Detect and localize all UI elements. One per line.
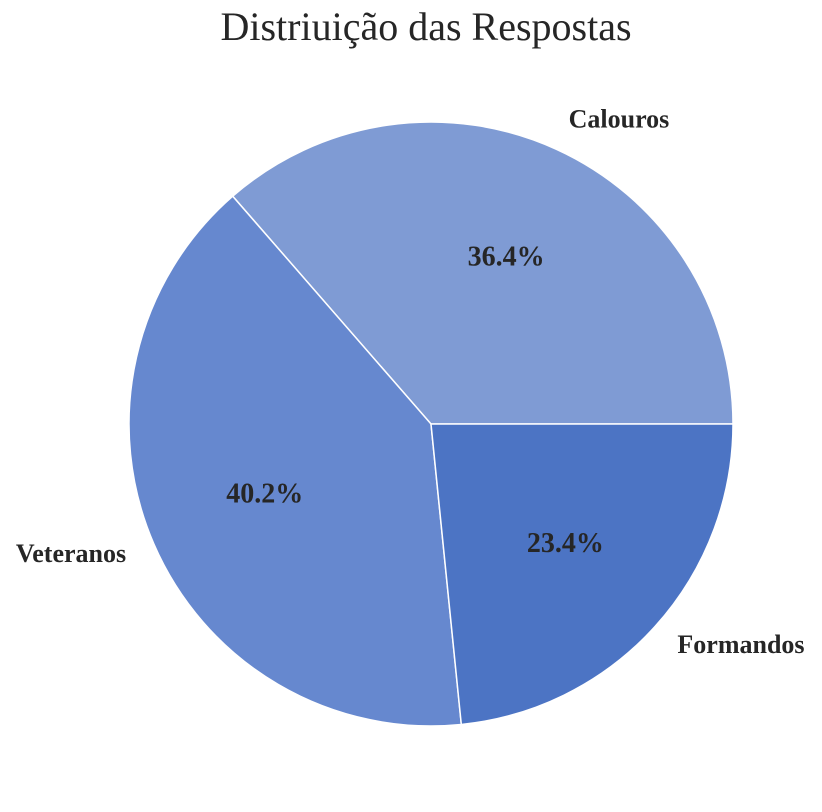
slice-percent-formandos: 23.4% bbox=[527, 528, 604, 559]
slice-percent-veteranos: 40.2% bbox=[226, 478, 303, 509]
chart-title: Distriuição das Respostas bbox=[220, 4, 631, 49]
slice-label-formandos: Formandos bbox=[677, 630, 804, 659]
slice-label-veteranos: Veteranos bbox=[16, 539, 126, 568]
pie-slice-calouros bbox=[231, 121, 734, 425]
pie-slice-formandos bbox=[430, 423, 734, 726]
slice-percent-calouros: 36.4% bbox=[468, 242, 545, 273]
slice-label-calouros: Calouros bbox=[569, 105, 670, 134]
pie-slice-veteranos bbox=[128, 195, 463, 727]
pie-labels: Calouros 36.4% Veteranos 40.2% Formandos 23.4… bbox=[16, 105, 805, 659]
pie-slices bbox=[128, 121, 734, 727]
